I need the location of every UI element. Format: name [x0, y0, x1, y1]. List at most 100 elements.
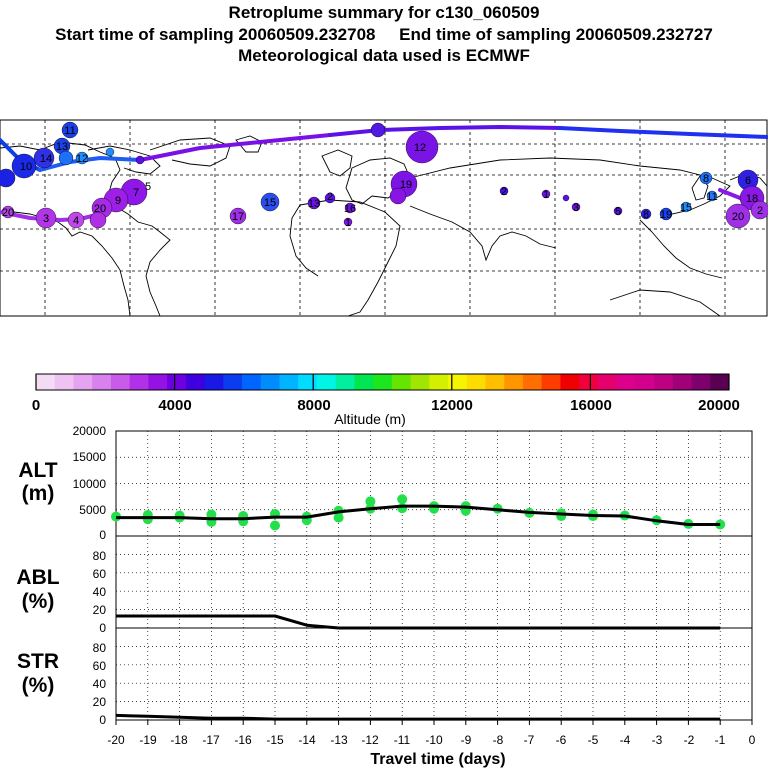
colorbar-tick-labels: 0 4000 8000 12000 16000 20000 — [32, 397, 740, 414]
plume-label: 19 — [660, 209, 672, 221]
x-tick-label: -9 — [461, 733, 472, 747]
str-ytick-label: 60 — [93, 659, 107, 673]
colorbar-swatch — [54, 374, 74, 390]
alt-ylabel-line2: (m) — [22, 482, 55, 505]
altitude-colorbar: 0 4000 8000 12000 16000 20000 Altitude (… — [32, 373, 740, 427]
plume-label: 4 — [73, 215, 79, 227]
abl-ytick-label: 40 — [93, 585, 107, 599]
str-ytick-label: 80 — [93, 641, 107, 655]
plume-label: 12 — [76, 153, 88, 165]
colorbar-swatch — [485, 374, 505, 390]
colorbar-swatch — [691, 374, 711, 390]
str-ytick-label: 0 — [99, 713, 106, 727]
colorbar-label: Altitude (m) — [334, 411, 406, 427]
colorbar-swatch — [298, 374, 318, 390]
colorbar-swatch — [504, 374, 524, 390]
colorbar-swatch — [185, 374, 206, 390]
plume-label: 12 — [414, 142, 426, 154]
colorbar-swatch — [148, 374, 168, 390]
colorbar-tick-label: 16000 — [570, 397, 612, 414]
colorbar-swatch — [410, 374, 430, 390]
plume-label: 11 — [706, 191, 717, 203]
plume-point-labels: 11 13 14 12 10 12 19 9 7 5 3 4 20 17 15 … — [2, 125, 763, 229]
x-tick-label: -5 — [588, 733, 599, 747]
plume-label: 7 — [133, 187, 139, 199]
colorbar-swatch — [466, 374, 487, 390]
x-tick-label: -11 — [394, 733, 411, 747]
alt-ytick-label: 10000 — [73, 477, 107, 491]
colorbar-swatch — [560, 374, 580, 390]
colorbar-swatches — [36, 374, 730, 390]
page-subtitle: Start time of sampling 20060509.232708 E… — [55, 25, 713, 44]
x-tick-label: -18 — [170, 733, 188, 747]
colorbar-swatch — [541, 374, 561, 390]
plume-label: 13 — [308, 198, 320, 210]
x-tick-label: -19 — [139, 733, 157, 747]
x-tick-label: -17 — [202, 733, 220, 747]
x-axis-title: Travel time (days) — [370, 751, 505, 768]
colorbar-swatch — [373, 374, 393, 390]
plume-label: 5 — [615, 206, 621, 218]
colorbar-swatch — [654, 374, 674, 390]
colorbar-swatch — [335, 374, 355, 390]
plume-label: 2 — [757, 205, 763, 217]
colorbar-swatch — [429, 374, 449, 390]
colorbar-tick-label: 4000 — [158, 397, 191, 414]
plume-label: 3 — [573, 202, 579, 214]
plume-label: 1 — [345, 217, 351, 229]
colorbar-swatch — [354, 374, 374, 390]
str-ylabel-line1: STR — [17, 650, 59, 673]
plume-track-line — [0, 125, 768, 222]
timeseries-panels: ALT (m) ABL (%) STR (%) 0 5000 10000 150… — [16, 424, 755, 768]
colorbar-swatch — [391, 374, 412, 390]
x-tick-label: -14 — [298, 733, 316, 747]
plume-label: 6 — [745, 175, 751, 187]
alt-ytick-label: 15000 — [73, 450, 107, 464]
plume-circles — [0, 121, 768, 229]
colorbar-tick-label: 8000 — [297, 397, 330, 414]
alt-ytick-label: 20000 — [73, 424, 107, 438]
map-frame — [0, 119, 768, 317]
alt-data-point — [397, 494, 408, 505]
x-axis-ticks — [115, 720, 753, 725]
alt-ylabel-line1: ALT — [18, 459, 57, 482]
x-tick-label: -1 — [715, 733, 726, 747]
colorbar-swatch — [635, 374, 655, 390]
x-tick-label: -20 — [107, 733, 125, 747]
colorbar-tick-label: 20000 — [698, 397, 740, 414]
plume-label: 19 — [400, 179, 412, 191]
colorbar-swatch — [672, 374, 693, 390]
plume-label: 18 — [746, 193, 758, 205]
colorbar-swatch — [92, 374, 112, 390]
abl-ylabel-line2: (%) — [22, 590, 55, 613]
alt-ytick-label: 5000 — [79, 503, 106, 517]
plume-label: 8 — [643, 209, 649, 221]
colorbar-swatch — [710, 374, 730, 390]
colorbar-swatch — [242, 374, 262, 390]
plume-label: 10 — [20, 161, 32, 173]
x-tick-label: -15 — [266, 733, 284, 747]
colorbar-tick-label: 12000 — [431, 397, 473, 414]
colorbar-swatch — [129, 374, 149, 390]
plume-label: 20 — [2, 207, 14, 219]
plume-label: 2 — [501, 186, 507, 198]
alt-ytick-label: 0 — [99, 528, 106, 542]
x-tick-label: 0 — [749, 733, 756, 747]
abl-fraction-line — [116, 614, 721, 630]
plume-label: 16 — [344, 203, 356, 215]
vertical-gridlines — [147, 431, 721, 720]
plume-label: 11 — [64, 125, 75, 137]
plume-label: 5 — [145, 181, 151, 193]
plume-label: 2 — [327, 191, 333, 203]
plume-label: 8 — [703, 173, 709, 185]
colorbar-swatch — [167, 374, 187, 390]
alt-data-point — [333, 512, 344, 523]
abl-ytick-label: 20 — [93, 603, 107, 617]
colorbar-swatch — [36, 374, 56, 390]
coastlines — [0, 135, 768, 317]
plume-label: 17 — [232, 211, 244, 223]
x-tick-label: -13 — [330, 733, 348, 747]
str-ytick-label: 20 — [93, 695, 107, 709]
plume-label: 15 — [680, 202, 692, 214]
